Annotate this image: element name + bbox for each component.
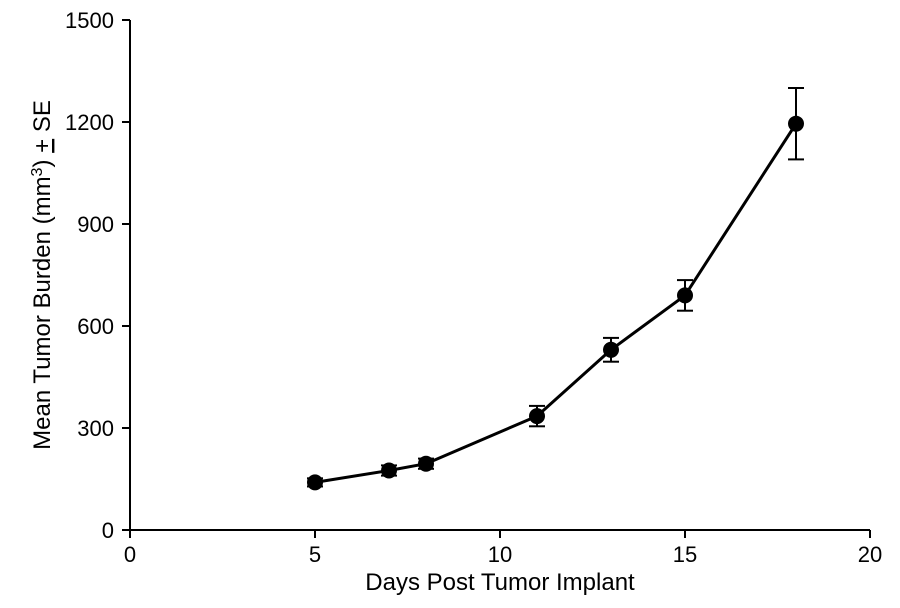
tumor-growth-chart: 0 5 10 15 20 0 300 600 900 1200 1500 Days Post Tumo… xyxy=(0,0,900,608)
x-axis-title: Days Post Tumor Implant xyxy=(365,569,635,596)
data-point xyxy=(603,342,619,358)
data-point xyxy=(677,287,693,303)
data-point xyxy=(529,408,545,424)
x-tick-label: 10 xyxy=(488,542,512,567)
x-tick-label: 15 xyxy=(673,542,697,567)
data-point xyxy=(381,463,397,479)
x-tick-label: 0 xyxy=(124,542,136,567)
x-tick-label: 5 xyxy=(309,542,321,567)
data-point xyxy=(418,456,434,472)
y-tick-label: 300 xyxy=(77,416,114,441)
y-tick-label: 600 xyxy=(77,314,114,339)
x-tick-label: 20 xyxy=(858,542,882,567)
y-tick-label: 1200 xyxy=(65,110,114,135)
y-tick-label: 1500 xyxy=(65,8,114,33)
series-line xyxy=(315,124,796,483)
y-tick-label: 0 xyxy=(102,518,114,543)
data-point xyxy=(307,474,323,490)
chart-svg: 0 5 10 15 20 0 300 600 900 1200 1500 Days Post Tumo… xyxy=(0,0,900,608)
data-point xyxy=(788,116,804,132)
y-axis-title: Mean Tumor Burden (mm3) + SE xyxy=(29,100,57,450)
y-tick-label: 900 xyxy=(77,212,114,237)
